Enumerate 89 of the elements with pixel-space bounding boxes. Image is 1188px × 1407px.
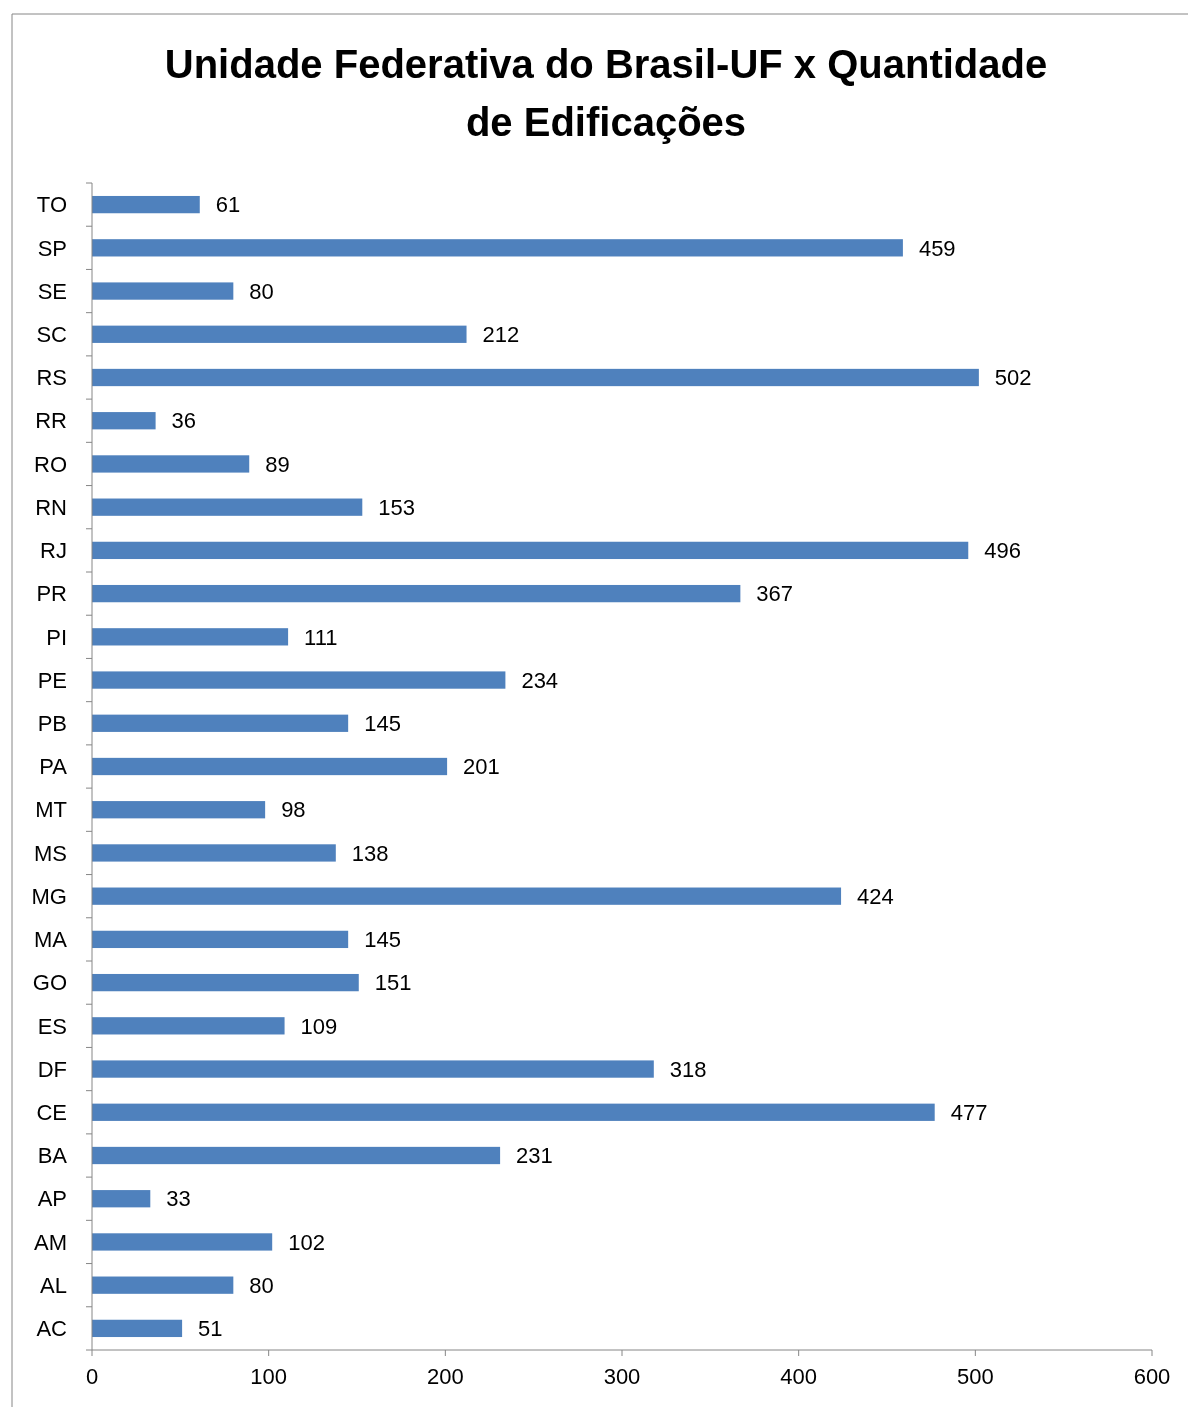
data-label: 98 (281, 797, 306, 823)
bar (92, 757, 448, 776)
x-tick-label: 300 (603, 1364, 641, 1389)
y-tick-label: CE (36, 1099, 67, 1125)
bar (92, 1103, 935, 1121)
y-tick-label: RO (34, 451, 67, 477)
x-tick-label: 0 (85, 1364, 99, 1389)
y-tick-label: MA (34, 927, 68, 953)
data-label: 145 (364, 710, 401, 736)
bar (92, 801, 266, 819)
bar (92, 1017, 285, 1035)
bar (92, 973, 359, 992)
y-tick-label: TO (36, 192, 67, 218)
y-tick-label: BA (37, 1143, 68, 1169)
data-label: 151 (374, 970, 412, 996)
data-label: 36 (171, 408, 197, 434)
data-label: 318 (669, 1056, 707, 1082)
x-tick-label: 200 (426, 1364, 464, 1389)
data-label: 459 (918, 235, 956, 261)
x-tick-label: 500 (956, 1364, 994, 1389)
data-label: 424 (857, 883, 894, 909)
data-label: 138 (351, 840, 389, 866)
y-tick-label: RS (36, 365, 67, 391)
data-label: 201 (463, 754, 500, 780)
data-label: 145 (364, 927, 401, 953)
y-tick-label: AM (34, 1229, 67, 1255)
y-tick-label: SP (37, 235, 67, 261)
data-label: 367 (756, 581, 794, 607)
data-label: 212 (482, 321, 520, 347)
data-label: 502 (994, 365, 1032, 391)
y-tick-label: AL (40, 1272, 67, 1298)
data-label: 234 (521, 667, 559, 693)
y-tick-label: AC (36, 1316, 68, 1342)
bar (92, 930, 349, 949)
x-tick-label: 600 (1133, 1364, 1171, 1389)
bar (92, 195, 200, 214)
bar (92, 844, 336, 862)
data-label: 33 (166, 1186, 191, 1212)
bar (92, 368, 979, 387)
y-tick-label: MT (35, 797, 67, 823)
bar (92, 1060, 654, 1078)
y-tick-label: RR (35, 408, 67, 434)
bar (92, 325, 467, 343)
data-label: 111 (304, 624, 338, 650)
data-label: 89 (265, 451, 290, 477)
y-tick-label: RN (35, 494, 67, 520)
y-tick-label: PR (36, 581, 67, 607)
data-label: 477 (950, 1099, 988, 1125)
y-tick-label: RJ (40, 538, 67, 564)
y-tick-label: PE (37, 667, 67, 693)
bar (92, 671, 506, 689)
y-tick-label: MG (31, 883, 67, 909)
bar (92, 412, 156, 430)
y-tick-label: AP (37, 1186, 67, 1212)
bar (92, 887, 842, 905)
bar (92, 498, 363, 516)
bar (92, 239, 903, 257)
bar (92, 1233, 273, 1251)
x-tick-label: 100 (250, 1364, 288, 1389)
bar (92, 1146, 501, 1165)
chart-title: Unidade Federativa do Brasil-UF x Quantidade de Edificações (164, 42, 1048, 144)
x-tick-label: 400 (780, 1364, 818, 1389)
y-tick-label: PA (39, 754, 68, 780)
data-label: 496 (984, 538, 1021, 564)
y-tick-label: PI (46, 624, 67, 650)
data-label: 109 (300, 1013, 338, 1039)
data-label: 102 (288, 1229, 325, 1255)
bar (92, 541, 969, 560)
data-label: 80 (249, 278, 274, 304)
y-tick-label: SC (36, 321, 68, 347)
bar (92, 584, 741, 603)
data-label: 80 (249, 1272, 274, 1298)
data-label: 61 (215, 192, 241, 218)
bar (92, 455, 250, 473)
data-label: 231 (516, 1143, 553, 1169)
bar (92, 1319, 183, 1338)
y-tick-label: SE (37, 278, 67, 304)
y-tick-label: PB (37, 710, 67, 736)
bar (92, 628, 289, 646)
bar (92, 1190, 151, 1208)
bar (92, 714, 349, 732)
y-tick-label: MS (34, 840, 67, 866)
bar (92, 1276, 234, 1294)
data-label: 153 (378, 494, 416, 520)
data-label: 51 (198, 1316, 223, 1342)
bar (92, 282, 234, 300)
y-tick-label: GO (32, 970, 67, 996)
y-tick-label: DF (37, 1056, 67, 1082)
y-tick-label: ES (37, 1013, 67, 1039)
